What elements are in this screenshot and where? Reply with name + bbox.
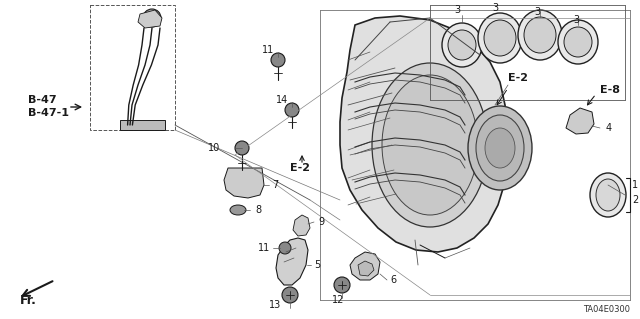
Ellipse shape <box>282 287 298 303</box>
Text: 3: 3 <box>573 15 579 25</box>
Ellipse shape <box>476 115 524 181</box>
Text: 11: 11 <box>258 243 270 253</box>
Text: 3: 3 <box>454 5 460 15</box>
Polygon shape <box>350 252 380 280</box>
Text: 3: 3 <box>534 7 540 17</box>
Text: 14: 14 <box>276 95 288 105</box>
Text: TA04E0300: TA04E0300 <box>583 306 630 315</box>
Text: 2: 2 <box>632 195 638 205</box>
Text: E-2: E-2 <box>508 73 528 83</box>
Polygon shape <box>120 120 165 130</box>
Text: 1: 1 <box>632 180 638 190</box>
Text: 12: 12 <box>332 295 344 305</box>
Text: 9: 9 <box>318 217 324 227</box>
Ellipse shape <box>143 9 161 27</box>
Ellipse shape <box>558 20 598 64</box>
Text: Fr.: Fr. <box>20 293 37 307</box>
Polygon shape <box>340 16 508 252</box>
Ellipse shape <box>484 20 516 56</box>
Text: B-47-1: B-47-1 <box>28 108 69 118</box>
Ellipse shape <box>596 179 620 211</box>
Polygon shape <box>293 215 310 236</box>
Text: 11: 11 <box>262 45 274 55</box>
Text: E-8: E-8 <box>600 85 620 95</box>
Text: 5: 5 <box>314 260 320 270</box>
Ellipse shape <box>382 75 478 215</box>
Ellipse shape <box>478 13 522 63</box>
Ellipse shape <box>448 30 476 60</box>
Polygon shape <box>224 168 264 198</box>
Text: 10: 10 <box>208 143 220 153</box>
Polygon shape <box>566 108 594 134</box>
Ellipse shape <box>271 53 285 67</box>
Text: 4: 4 <box>606 123 612 133</box>
Ellipse shape <box>372 63 488 227</box>
Polygon shape <box>276 238 308 285</box>
Text: 8: 8 <box>255 205 261 215</box>
Ellipse shape <box>279 242 291 254</box>
Text: 6: 6 <box>390 275 396 285</box>
Text: 7: 7 <box>272 180 278 190</box>
Ellipse shape <box>235 141 249 155</box>
Ellipse shape <box>590 173 626 217</box>
Ellipse shape <box>442 23 482 67</box>
Ellipse shape <box>147 13 157 23</box>
Ellipse shape <box>518 10 562 60</box>
Ellipse shape <box>564 27 592 57</box>
Text: 13: 13 <box>269 300 281 310</box>
Ellipse shape <box>334 277 350 293</box>
Text: 3: 3 <box>492 3 498 13</box>
Polygon shape <box>358 261 374 276</box>
Ellipse shape <box>230 205 246 215</box>
Bar <box>90 5 175 130</box>
Polygon shape <box>138 10 162 28</box>
Ellipse shape <box>524 17 556 53</box>
Text: E-2: E-2 <box>290 163 310 173</box>
Ellipse shape <box>485 128 515 168</box>
Text: B-47: B-47 <box>28 95 56 105</box>
Ellipse shape <box>285 103 299 117</box>
Ellipse shape <box>468 106 532 190</box>
